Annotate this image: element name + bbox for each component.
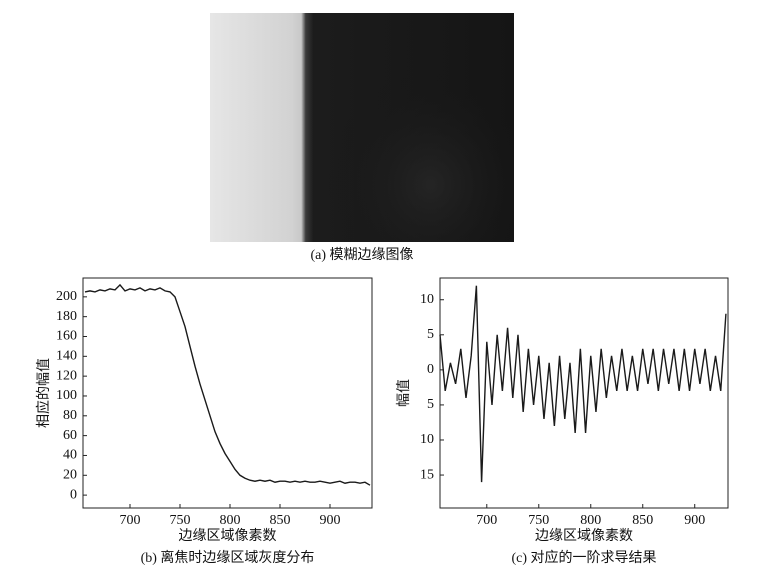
blurred-edge-image	[210, 13, 514, 242]
y-tick-label: 160	[56, 329, 77, 344]
x-axis-label: 边缘区域像素数	[535, 528, 633, 544]
y-tick-label: 20	[63, 468, 77, 483]
x-tick-label: 800	[580, 513, 601, 528]
y-tick-label: 0	[70, 487, 77, 502]
x-tick-label: 900	[320, 513, 341, 528]
plot-frame	[82, 277, 373, 509]
y-tick-label: 60	[63, 428, 77, 443]
y-tick-label: 5	[427, 397, 434, 412]
data-line	[84, 283, 371, 486]
y-tick-label: 15	[420, 467, 434, 482]
y-tick-label: 140	[56, 349, 77, 364]
image-caption: (a) 模糊边缘图像	[310, 247, 413, 263]
x-tick-label: 800	[220, 513, 241, 528]
data-line	[439, 285, 727, 483]
y-axis-label: 幅值	[396, 379, 412, 407]
y-tick-label: 10	[420, 292, 434, 307]
x-tick-label: 700	[476, 513, 497, 528]
x-tick-label: 750	[528, 513, 549, 528]
chart-caption: (c) 对应的一阶求导结果	[511, 549, 656, 566]
y-tick-label: 200	[56, 289, 77, 304]
y-tick-label: 100	[56, 388, 77, 403]
y-axis-label: 相应的幅值	[35, 358, 52, 428]
chart-caption: (b) 离焦时边缘区域灰度分布	[141, 549, 315, 566]
y-tick-label: 40	[63, 448, 77, 463]
x-tick-label: 700	[120, 513, 141, 528]
x-tick-label: 850	[270, 513, 291, 528]
x-tick-label: 850	[632, 513, 653, 528]
x-axis-label: 边缘区域像素数	[179, 528, 277, 544]
x-tick-label: 750	[170, 513, 191, 528]
y-tick-label: 10	[420, 432, 434, 447]
y-tick-label: 120	[56, 368, 77, 383]
y-tick-label: 5	[427, 327, 434, 342]
y-tick-label: 0	[427, 362, 434, 377]
plot-frame	[439, 277, 729, 509]
x-tick-label: 900	[684, 513, 705, 528]
y-tick-label: 180	[56, 309, 77, 324]
y-tick-label: 80	[63, 408, 77, 423]
